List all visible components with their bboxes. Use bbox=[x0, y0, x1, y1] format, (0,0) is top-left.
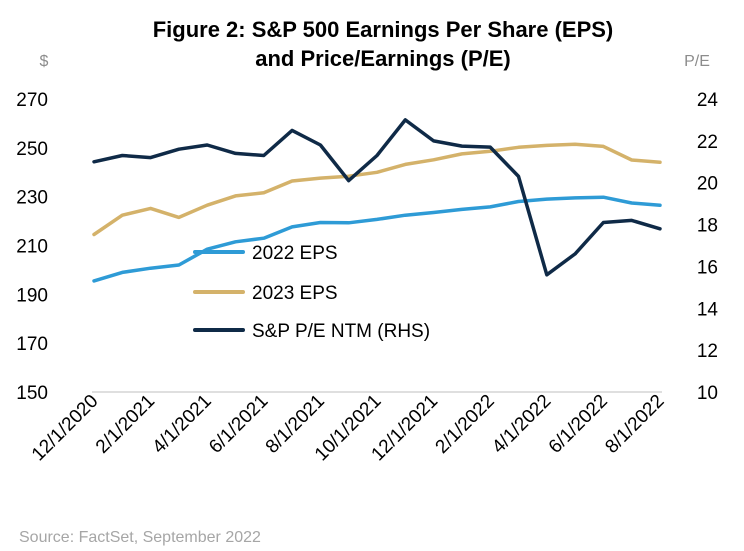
left-tick-label: 250 bbox=[16, 139, 48, 160]
left-tick-label: 190 bbox=[16, 285, 48, 306]
right-tick-label: 22 bbox=[697, 132, 718, 153]
left-axis-unit: $ bbox=[40, 53, 49, 70]
right-tick-label: 12 bbox=[697, 341, 718, 362]
right-tick-label: 20 bbox=[697, 174, 718, 195]
chart-title-line-2: and Price/Earnings (P/E) bbox=[255, 46, 511, 71]
x-tick-label: 8/1/2022 bbox=[601, 391, 668, 458]
left-tick-label: 270 bbox=[16, 90, 48, 111]
left-tick-label: 170 bbox=[16, 334, 48, 355]
x-tick-label: 2/1/2021 bbox=[92, 391, 159, 458]
right-tick-label: 24 bbox=[697, 90, 719, 111]
right-tick-label: 14 bbox=[697, 299, 719, 320]
x-tick-label: 2/1/2022 bbox=[432, 391, 499, 458]
x-tick-label: 4/1/2021 bbox=[149, 391, 216, 458]
legend: 2022 EPS 2023 EPS S&P P/E NTM (RHS) bbox=[193, 243, 430, 342]
legend-label: S&P P/E NTM (RHS) bbox=[252, 321, 430, 342]
series-line-2 bbox=[92, 142, 662, 237]
x-axis-ticks: 12/1/20202/1/20214/1/20216/1/20218/1/202… bbox=[28, 391, 669, 466]
left-axis-ticks: 270 250 230 210 190 170 150 bbox=[16, 90, 48, 404]
series-line-3 bbox=[92, 118, 662, 277]
x-tick-label: 6/1/2021 bbox=[205, 391, 272, 458]
right-axis-ticks: 24 22 20 18 16 14 12 10 bbox=[697, 90, 719, 404]
x-tick-label: 6/1/2022 bbox=[545, 391, 612, 458]
right-tick-label: 16 bbox=[697, 257, 718, 278]
legend-label: 2023 EPS bbox=[252, 283, 338, 304]
x-tick-label: 4/1/2022 bbox=[488, 391, 555, 458]
left-tick-label: 210 bbox=[16, 237, 48, 258]
chart-title-line-1: Figure 2: S&P 500 Earnings Per Share (EP… bbox=[153, 17, 614, 42]
left-tick-label: 230 bbox=[16, 188, 48, 209]
right-axis-unit: P/E bbox=[684, 53, 710, 70]
series-lines bbox=[92, 118, 662, 283]
series-line-1 bbox=[92, 195, 662, 283]
left-tick-label: 150 bbox=[16, 383, 48, 404]
source-note: Source: FactSet, September 2022 bbox=[19, 529, 261, 546]
right-tick-label: 18 bbox=[697, 216, 718, 237]
legend-label: 2022 EPS bbox=[252, 243, 338, 264]
right-tick-label: 10 bbox=[697, 383, 718, 404]
